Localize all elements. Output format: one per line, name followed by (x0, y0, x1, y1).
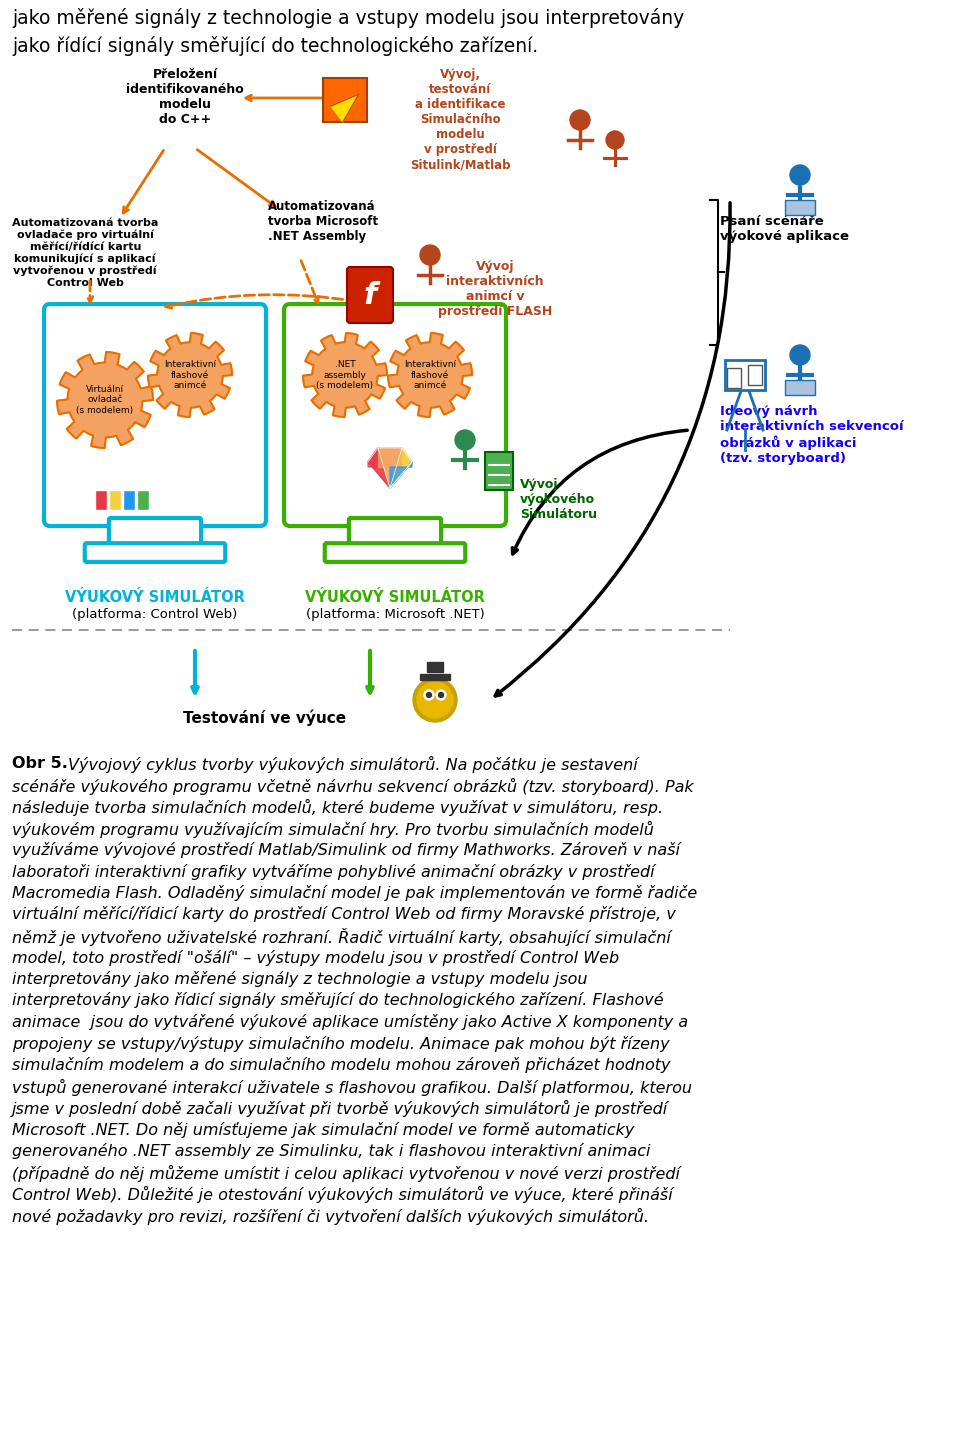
Text: vstupů generované interakcí uživatele s flashovou grafikou. Další platformou, kt: vstupů generované interakcí uživatele s … (12, 1079, 692, 1096)
Circle shape (455, 431, 475, 449)
FancyBboxPatch shape (485, 452, 513, 490)
Polygon shape (331, 94, 359, 122)
Circle shape (424, 690, 434, 700)
FancyBboxPatch shape (84, 543, 226, 562)
Text: výukovém programu využívajícím simulační hry. Pro tvorbu simulačních modelů: výukovém programu využívajícím simulační… (12, 821, 654, 838)
FancyBboxPatch shape (725, 360, 765, 390)
Circle shape (426, 693, 431, 697)
FancyBboxPatch shape (748, 364, 762, 384)
Text: interpretovány jako měřené signály z technologie a vstupy modelu jsou: interpretovány jako měřené signály z tec… (12, 971, 588, 986)
Polygon shape (368, 448, 378, 467)
Text: generovaného .NET assembly ze Simulinku, tak i flashovou interaktivní animaci: generovaného .NET assembly ze Simulinku,… (12, 1143, 651, 1159)
Text: Přeložení
identifikovaného
modelu
do C++: Přeložení identifikovaného modelu do C++ (126, 68, 244, 125)
Circle shape (436, 690, 446, 700)
Text: Macromedia Flash. Odladěný simulační model je pak implementován ve formě řadiče: Macromedia Flash. Odladěný simulační mod… (12, 886, 697, 901)
FancyBboxPatch shape (284, 304, 506, 526)
Text: Automatizovaná
tvorba Microsoft
.NET Assembly: Automatizovaná tvorba Microsoft .NET Ass… (268, 200, 378, 243)
Text: Ideový návrh
interaktivních sekvencoí
obrázků v aplikaci
(tzv. storyboard): Ideový návrh interaktivních sekvencoí ob… (720, 405, 903, 465)
Text: Vývoj
výokového
Simulátoru: Vývoj výokového Simulátoru (520, 478, 597, 521)
Text: animace  jsou do vytvářené výukové aplikace umístěny jako Active X komponenty a: animace jsou do vytvářené výukové aplika… (12, 1014, 688, 1030)
Text: němž je vytvořeno uživatelské rozhraní. Řadič virtuální karty, obsahující simula: němž je vytvořeno uživatelské rozhraní. … (12, 927, 671, 946)
Text: Interaktivní
flashové
animcé: Interaktivní flashové animcé (404, 360, 456, 390)
Text: Vývoj
interaktivních
animcí v
prostředí FLASH: Vývoj interaktivních animcí v prostředí … (438, 261, 552, 318)
Text: Testování ve výuce: Testování ve výuce (183, 710, 347, 727)
Text: Virtuální
ovladač
(s modelem): Virtuální ovladač (s modelem) (77, 384, 133, 415)
Text: Microsoft .NET. Do něj umísťujeme jak simulační model ve formě automaticky: Microsoft .NET. Do něj umísťujeme jak si… (12, 1122, 635, 1138)
Text: (platforma: Microsoft .NET): (platforma: Microsoft .NET) (305, 608, 485, 621)
Text: Automatizovaná tvorba
ovladače pro virtuální
měřící/řídící kartu
komunikující s : Automatizovaná tvorba ovladače pro virtu… (12, 217, 158, 288)
Text: .NET
assembly
(s modelem): .NET assembly (s modelem) (317, 360, 373, 390)
Bar (109, 490, 121, 510)
Text: Interaktivní
flashové
animcé: Interaktivní flashové animcé (164, 360, 216, 390)
Circle shape (606, 131, 624, 148)
Text: jako řídící signály směřující do technologického zařízení.: jako řídící signály směřující do technol… (12, 36, 539, 56)
Text: využíváme vývojové prostředí Matlab/Simulink od firmy Mathworks. Zároveň v naší: využíváme vývojové prostředí Matlab/Simu… (12, 842, 680, 858)
Bar (123, 490, 135, 510)
FancyBboxPatch shape (324, 543, 466, 562)
Polygon shape (390, 448, 412, 488)
Bar (785, 380, 815, 395)
Text: f: f (364, 281, 376, 310)
FancyBboxPatch shape (323, 78, 367, 122)
Polygon shape (390, 462, 412, 488)
Polygon shape (378, 448, 402, 488)
Polygon shape (148, 333, 232, 418)
Text: laboratoři interaktivní grafiky vytváříme pohyblivé animační obrázky v prostředí: laboratoři interaktivní grafiky vytvářím… (12, 864, 655, 880)
FancyBboxPatch shape (108, 518, 201, 547)
Polygon shape (390, 462, 412, 488)
FancyBboxPatch shape (44, 304, 266, 526)
Text: jsme v poslední době začali využívat při tvorbě výukových simulátorů je prostřed: jsme v poslední době začali využívat při… (12, 1100, 668, 1117)
Bar (785, 200, 815, 215)
FancyBboxPatch shape (348, 518, 441, 547)
Text: virtuální měřící/řídicí karty do prostředí Control Web od firmy Moravské přístro: virtuální měřící/řídicí karty do prostře… (12, 907, 676, 923)
Circle shape (570, 109, 590, 130)
Text: Vývojový cyklus tvorby výukových simulátorů. Na počátku je sestavení: Vývojový cyklus tvorby výukových simulát… (68, 756, 637, 773)
Text: Vývoj,
testování
a identifikace
Simulačního
modelu
v prostředí
Situlink/Matlab: Vývoj, testování a identifikace Simulačn… (410, 68, 511, 171)
Text: jako měřené signály z technologie a vstupy modelu jsou interpretovány: jako měřené signály z technologie a vstu… (12, 9, 684, 27)
Text: simulačním modelem a do simulačního modelu mohou zároveň přicházet hodnoty: simulačním modelem a do simulačního mode… (12, 1057, 670, 1073)
Text: Obr 5.: Obr 5. (12, 756, 68, 770)
Polygon shape (303, 333, 387, 418)
Text: propojeny se vstupy/výstupy simulačního modelu. Animace pak mohou být řízeny: propojeny se vstupy/výstupy simulačního … (12, 1035, 670, 1051)
Polygon shape (378, 448, 402, 467)
Circle shape (439, 693, 444, 697)
Text: VÝUKOVÝ SIMULÁTOR: VÝUKOVÝ SIMULÁTOR (305, 590, 485, 605)
Text: (platforma: Control Web): (platforma: Control Web) (72, 608, 238, 621)
Text: nové požadavky pro revizi, rozšíření či vytvoření dalších výukových simulátorů.: nové požadavky pro revizi, rozšíření či … (12, 1208, 649, 1224)
Text: model, toto prostředí "ošálí" – výstupy modelu jsou v prostředí Control Web: model, toto prostředí "ošálí" – výstupy … (12, 949, 619, 965)
Circle shape (790, 166, 810, 184)
FancyBboxPatch shape (347, 266, 393, 323)
Circle shape (417, 683, 453, 719)
Text: Psaní scénáře
výokové aplikace: Psaní scénáře výokové aplikace (720, 215, 849, 243)
Text: (případně do něj můžeme umístit i celou aplikaci vytvořenou v nové verzi prostře: (případně do něj můžeme umístit i celou … (12, 1165, 680, 1181)
Bar (137, 490, 149, 510)
FancyBboxPatch shape (727, 369, 741, 387)
Text: interpretovány jako řídicí signály směřující do technologického zařízení. Flasho: interpretovány jako řídicí signály směřu… (12, 992, 663, 1008)
Polygon shape (402, 448, 412, 467)
Polygon shape (57, 351, 153, 448)
Text: scénáře výukového programu včetně návrhu sekvencí obrázků (tzv. storyboard). Pak: scénáře výukového programu včetně návrhu… (12, 778, 694, 795)
Polygon shape (368, 448, 390, 488)
Circle shape (790, 346, 810, 364)
Text: VÝUKOVÝ SIMULÁTOR: VÝUKOVÝ SIMULÁTOR (65, 590, 245, 605)
Circle shape (413, 678, 457, 721)
Bar (427, 662, 443, 672)
Text: Control Web). Důležité je otestování výukových simulátorů ve výuce, které přináš: Control Web). Důležité je otestování výu… (12, 1187, 673, 1202)
Bar (95, 490, 107, 510)
Text: následuje tvorba simulačních modelů, které budeme využívat v simulátoru, resp.: následuje tvorba simulačních modelů, kte… (12, 799, 663, 816)
Circle shape (420, 245, 440, 265)
Bar (420, 674, 450, 680)
Polygon shape (388, 333, 472, 418)
